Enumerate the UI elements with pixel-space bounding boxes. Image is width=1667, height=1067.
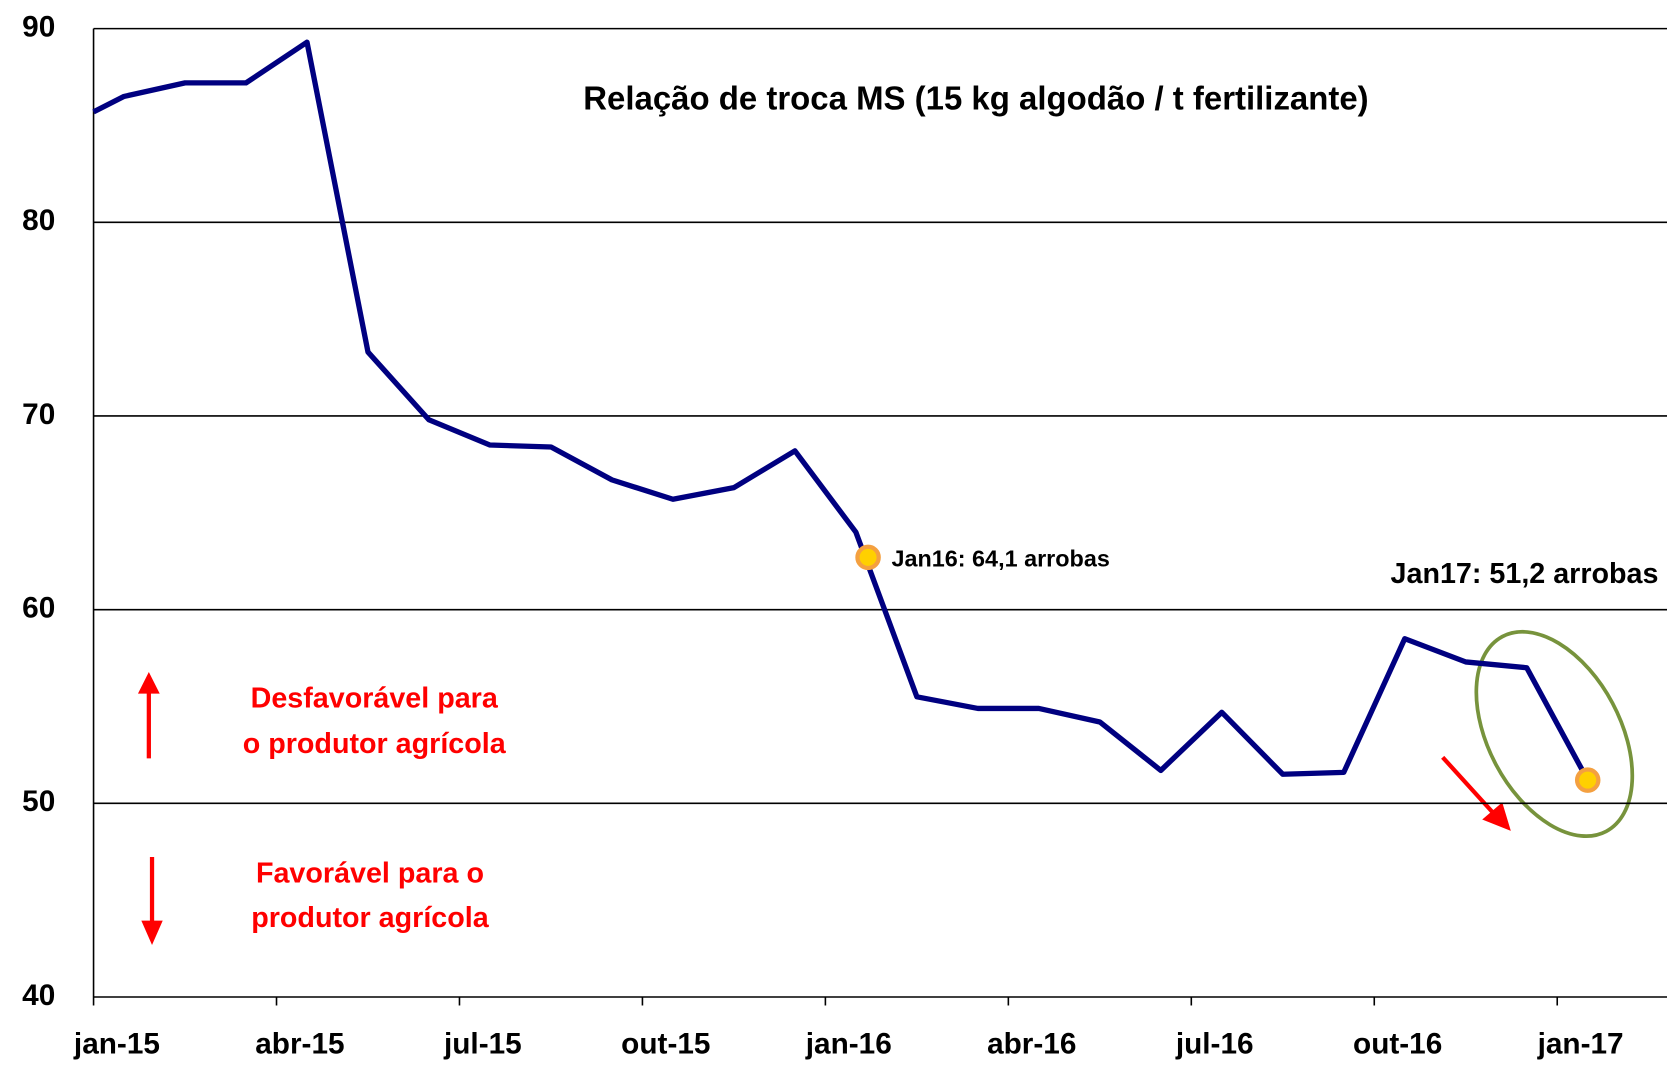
x-tick-label: jan-15: [73, 1028, 160, 1061]
chart-title: Relação de troca MS (15 kg algodão / t f…: [583, 79, 1368, 116]
x-tick-label: jan-17: [1537, 1028, 1624, 1061]
highlight-label: Jan16: 64,1 arrobas: [891, 546, 1109, 572]
y-tick-label: 80: [22, 204, 55, 237]
y-tick-label: 40: [22, 979, 55, 1012]
x-tick-label: jan-16: [805, 1028, 892, 1061]
highlight-marker: [1574, 767, 1601, 793]
highlight-ellipse: [1474, 629, 1635, 838]
highlight-label: Jan17: 51,2 arrobas: [1391, 558, 1659, 590]
annotation: o produtor agrícola: [243, 728, 507, 760]
annotation: Desfavorável para: [251, 683, 499, 715]
annotations: Desfavorável para o produtor agrícola Fa…: [243, 683, 507, 935]
x-tick-label: jul-15: [443, 1028, 522, 1061]
annotation: produtor agrícola: [251, 902, 490, 934]
highlight-marker: [855, 544, 881, 571]
y-tick-label: 60: [22, 592, 55, 625]
annotation: Favorável para o: [256, 858, 484, 890]
line-series: [92, 39, 1591, 782]
y-tick-label: 50: [22, 785, 55, 818]
y-tick-label: 90: [22, 11, 55, 44]
x-tick-label: abr-15: [255, 1028, 344, 1061]
y-tick-label: 70: [22, 398, 55, 431]
x-tick-label: jul-16: [1175, 1028, 1254, 1061]
x-tick-label: out-15: [621, 1028, 710, 1061]
x-tick-label: out-16: [1353, 1028, 1442, 1061]
arrows: [137, 671, 1511, 946]
x-tick-label: abr-16: [987, 1028, 1076, 1061]
